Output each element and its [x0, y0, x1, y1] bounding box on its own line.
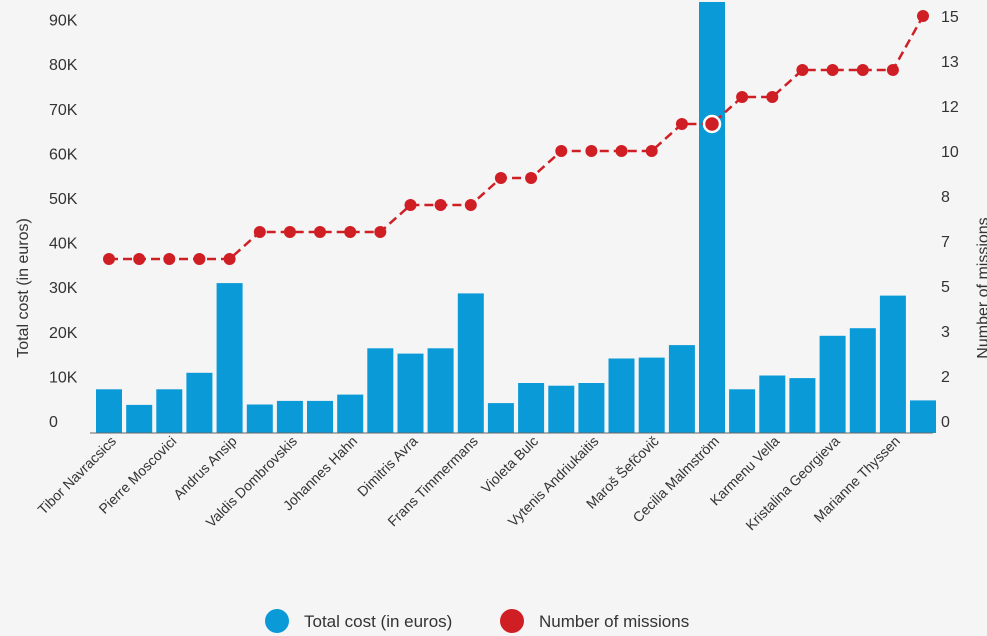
bar-cost [578, 383, 605, 433]
bars-layer [96, 2, 936, 433]
bar-cost [638, 357, 665, 433]
missions-point[interactable] [314, 226, 326, 238]
missions-point[interactable] [404, 199, 417, 211]
right-tick-label: 15 [941, 9, 959, 26]
right-tick-label: 3 [941, 324, 950, 341]
missions-point[interactable] [163, 253, 176, 265]
missions-line-layer [103, 10, 929, 265]
left-tick-label: 10K [49, 369, 78, 386]
missions-point[interactable] [434, 199, 447, 211]
missions-point[interactable] [796, 64, 809, 76]
bar-cost [307, 400, 333, 433]
bar-cost [910, 400, 936, 433]
right-axis-title: Number of missions [975, 217, 987, 358]
left-tick-label: 70K [49, 102, 78, 119]
missions-point[interactable] [525, 172, 538, 184]
bar-cost [156, 389, 183, 433]
left-axis-ticks: 0 10K 20K 30K 40K 50K 60K 70K 80K 90K [49, 13, 78, 431]
legend-label-cost: Total cost (in euros) [304, 612, 452, 631]
right-tick-label: 2 [941, 369, 950, 386]
left-tick-label: 50K [49, 191, 78, 208]
legend: Total cost (in euros) Number of missions [265, 609, 689, 633]
right-tick-label: 13 [941, 54, 959, 71]
right-tick-label: 0 [941, 414, 950, 431]
bar-cost [96, 389, 122, 433]
missions-point[interactable] [283, 226, 296, 238]
bar-cost [126, 404, 153, 433]
right-axis-ticks: 0 2 3 5 7 8 10 12 13 15 [941, 9, 959, 431]
missions-point[interactable] [253, 226, 266, 238]
bar-cost [608, 358, 635, 433]
missions-point[interactable] [645, 145, 658, 157]
bar-cost [759, 375, 786, 433]
left-tick-label: 90K [49, 13, 78, 30]
missions-point[interactable] [464, 199, 477, 211]
missions-point[interactable] [675, 118, 688, 130]
bar-cost [367, 348, 394, 433]
right-tick-label: 5 [941, 279, 950, 296]
bar-cost [548, 385, 575, 433]
missions-line [109, 15, 925, 261]
missions-point[interactable] [886, 64, 899, 76]
legend-label-missions: Number of missions [539, 612, 689, 631]
left-tick-label: 80K [49, 57, 78, 74]
x-tick-label: Violeta Bulc [478, 433, 541, 496]
missions-point[interactable] [917, 10, 929, 22]
bar-cost [427, 348, 454, 433]
left-tick-label: 60K [49, 146, 78, 163]
bar-cost [668, 345, 695, 433]
missions-point[interactable] [856, 64, 869, 76]
missions-point[interactable] [494, 172, 507, 184]
bar-cost [457, 293, 484, 433]
right-tick-label: 12 [941, 99, 959, 116]
missions-point[interactable] [615, 145, 628, 157]
missions-point[interactable] [223, 253, 236, 265]
bar-cost [276, 400, 303, 433]
right-tick-label: 8 [941, 189, 950, 206]
missions-point[interactable] [374, 226, 387, 238]
missions-point[interactable] [585, 145, 598, 157]
bar-cost [216, 283, 243, 433]
bar-cost [789, 378, 816, 433]
right-tick-label: 10 [941, 144, 959, 161]
missions-point[interactable] [766, 91, 779, 103]
bar-cost [186, 372, 213, 433]
bar-cost [699, 2, 725, 433]
left-tick-label: 20K [49, 325, 78, 342]
bar-cost [849, 328, 876, 433]
left-tick-label: 30K [49, 280, 78, 297]
right-tick-label: 7 [941, 234, 950, 251]
missions-point[interactable] [555, 145, 568, 157]
bar-cost [246, 404, 273, 433]
left-axis-title: Total cost (in euros) [15, 218, 32, 358]
x-tick-label: Dimitris Avra [354, 433, 421, 500]
bar-cost [337, 394, 364, 433]
missions-point[interactable] [193, 253, 206, 265]
missions-point[interactable] [133, 253, 146, 265]
bar-cost [819, 335, 846, 433]
bar-cost [487, 403, 514, 433]
bar-cost [729, 389, 756, 433]
left-tick-label: 40K [49, 236, 78, 253]
legend-marker-cost [265, 609, 289, 633]
bar-cost [518, 383, 545, 433]
missions-point[interactable] [736, 91, 749, 103]
missions-point[interactable] [344, 226, 357, 238]
left-tick-label: 0 [49, 414, 58, 431]
missions-point[interactable] [826, 64, 839, 76]
bar-cost [879, 295, 906, 433]
bar-cost [397, 353, 424, 433]
missions-point-highlighted[interactable] [702, 114, 722, 134]
missions-point[interactable] [103, 253, 115, 265]
legend-marker-missions [500, 609, 524, 633]
